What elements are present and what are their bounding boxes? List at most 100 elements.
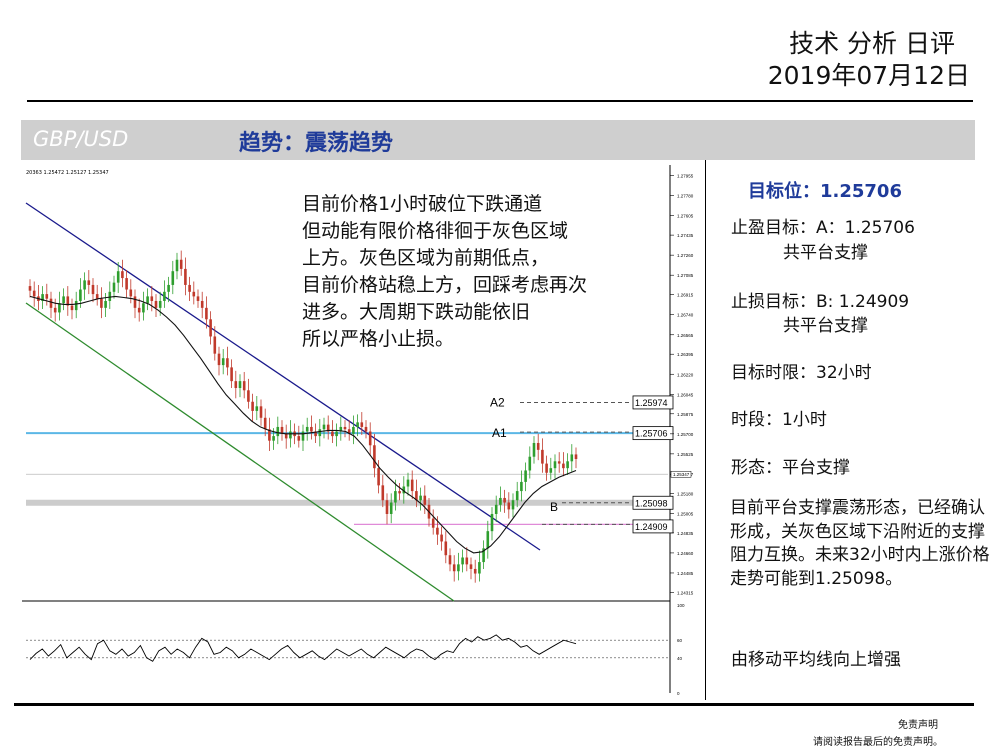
candle-body: [553, 461, 557, 469]
candle-body: [499, 497, 502, 505]
candle-body: [49, 298, 53, 308]
level-a1-label: A1: [492, 426, 507, 440]
candle-body: [457, 564, 460, 572]
price-tick-label: 1.27260: [677, 253, 694, 258]
disclaimer-title[interactable]: 免责声明: [898, 720, 938, 731]
price-tick-label: 1.24660: [677, 551, 694, 556]
price-tick-label: 1.25180: [677, 491, 694, 496]
candle-body: [116, 271, 120, 283]
candle-body: [247, 390, 250, 402]
candle-body: [436, 527, 439, 535]
candle-body: [276, 426, 280, 437]
candle-body: [507, 502, 511, 510]
candle-body: [520, 481, 523, 492]
candle-body: [45, 294, 49, 299]
candle-body: [179, 259, 183, 269]
candle-body: [310, 426, 313, 432]
candle-body: [175, 259, 179, 272]
current-price-box: [670, 470, 692, 478]
candle-body: [398, 491, 401, 494]
candle-body: [41, 294, 44, 301]
candle-body: [389, 502, 393, 514]
candle-body: [137, 307, 141, 313]
chart-header-text: 20363 1.25472 1.25127 1.25347: [26, 170, 109, 176]
price-tick-label: 1.24835: [677, 531, 694, 536]
candle-body: [541, 449, 544, 464]
candle-body: [280, 426, 284, 434]
stop-loss-note: 共平台支撑: [783, 316, 868, 336]
take-profit-note: 共平台支撑: [783, 243, 868, 263]
candle-body: [297, 436, 301, 441]
price-tick-label: 1.27780: [677, 194, 694, 199]
footer-divider: [14, 703, 974, 706]
time-limit: 目标时限：32小时: [731, 363, 872, 383]
candle-body: [532, 442, 536, 457]
candle-body: [440, 534, 443, 542]
candle-body: [335, 431, 338, 437]
header-divider: [27, 100, 973, 102]
oscillator-line: [29, 634, 577, 662]
candle-body: [490, 513, 494, 532]
price-tick-label: 1.25875: [677, 412, 694, 417]
candle-body: [469, 564, 473, 569]
annotation-line: 目前价格1小时破位下跌通道: [302, 193, 543, 215]
candle-body: [91, 284, 95, 295]
candle-body: [465, 557, 469, 565]
candle-body: [171, 271, 175, 285]
candle-body: [343, 426, 347, 430]
level-b-label: B: [550, 500, 558, 514]
candle-body: [70, 305, 74, 311]
annotation-line: 目前价格站稳上方，回踩考虑再次: [302, 274, 588, 296]
price-tick-label: 1.26565: [677, 333, 694, 338]
candle-body: [28, 286, 32, 291]
candle-body: [322, 424, 326, 430]
level-b-value-box: [632, 495, 674, 510]
currency-pair: GBP/USD: [33, 127, 129, 151]
trend-label: 趋势：震荡趋势: [239, 131, 394, 156]
candle-body: [205, 307, 208, 320]
candle-body: [74, 300, 78, 311]
candle-body: [209, 319, 212, 337]
candle-body: [494, 504, 498, 514]
level-a1-value-box: [632, 426, 674, 441]
candle-body: [226, 358, 229, 368]
candle-body: [423, 495, 427, 505]
price-tick-label: 1.26395: [677, 352, 694, 357]
candle-body: [473, 568, 477, 574]
candle-body: [255, 406, 259, 411]
candle-body: [562, 463, 565, 469]
price-tick-label: 1.26915: [677, 293, 694, 298]
candle-body: [402, 486, 406, 494]
candle-body: [549, 468, 553, 473]
candle-body: [360, 422, 364, 427]
candle-body: [461, 557, 464, 565]
analysis-footnote: 由移动平均线向上增强: [731, 650, 901, 670]
annotation-line: 但动能有限价格徘徊于灰色区域: [302, 220, 569, 242]
candle-body: [259, 406, 263, 418]
candle-body: [221, 358, 225, 366]
price-tick-label: 1.24315: [677, 590, 694, 595]
candle-body: [566, 461, 569, 469]
price-tick-label: 1.27085: [677, 273, 694, 278]
candle-body: [557, 461, 561, 464]
candle-body: [125, 278, 128, 290]
candle-body: [112, 282, 116, 292]
candle-body: [217, 353, 221, 366]
candle-body: [108, 291, 112, 301]
candle-body: [339, 426, 343, 432]
candle-body: [570, 454, 574, 462]
price-tick-label: 1.26740: [677, 313, 694, 318]
candle-body: [305, 426, 309, 432]
candle-body: [284, 433, 288, 439]
oscillator-tick-label: 0: [677, 691, 680, 696]
candle-body: [419, 495, 422, 501]
candle-body: [452, 564, 456, 572]
candle-body: [415, 491, 418, 501]
candle-body: [406, 479, 410, 487]
candle-body: [188, 284, 191, 292]
candle-body: [251, 401, 254, 411]
candle-body: [58, 303, 61, 313]
candle-body: [163, 291, 166, 301]
price-tick-label: 1.25005: [677, 511, 694, 516]
level-a1-value: 1.25706: [635, 429, 668, 439]
